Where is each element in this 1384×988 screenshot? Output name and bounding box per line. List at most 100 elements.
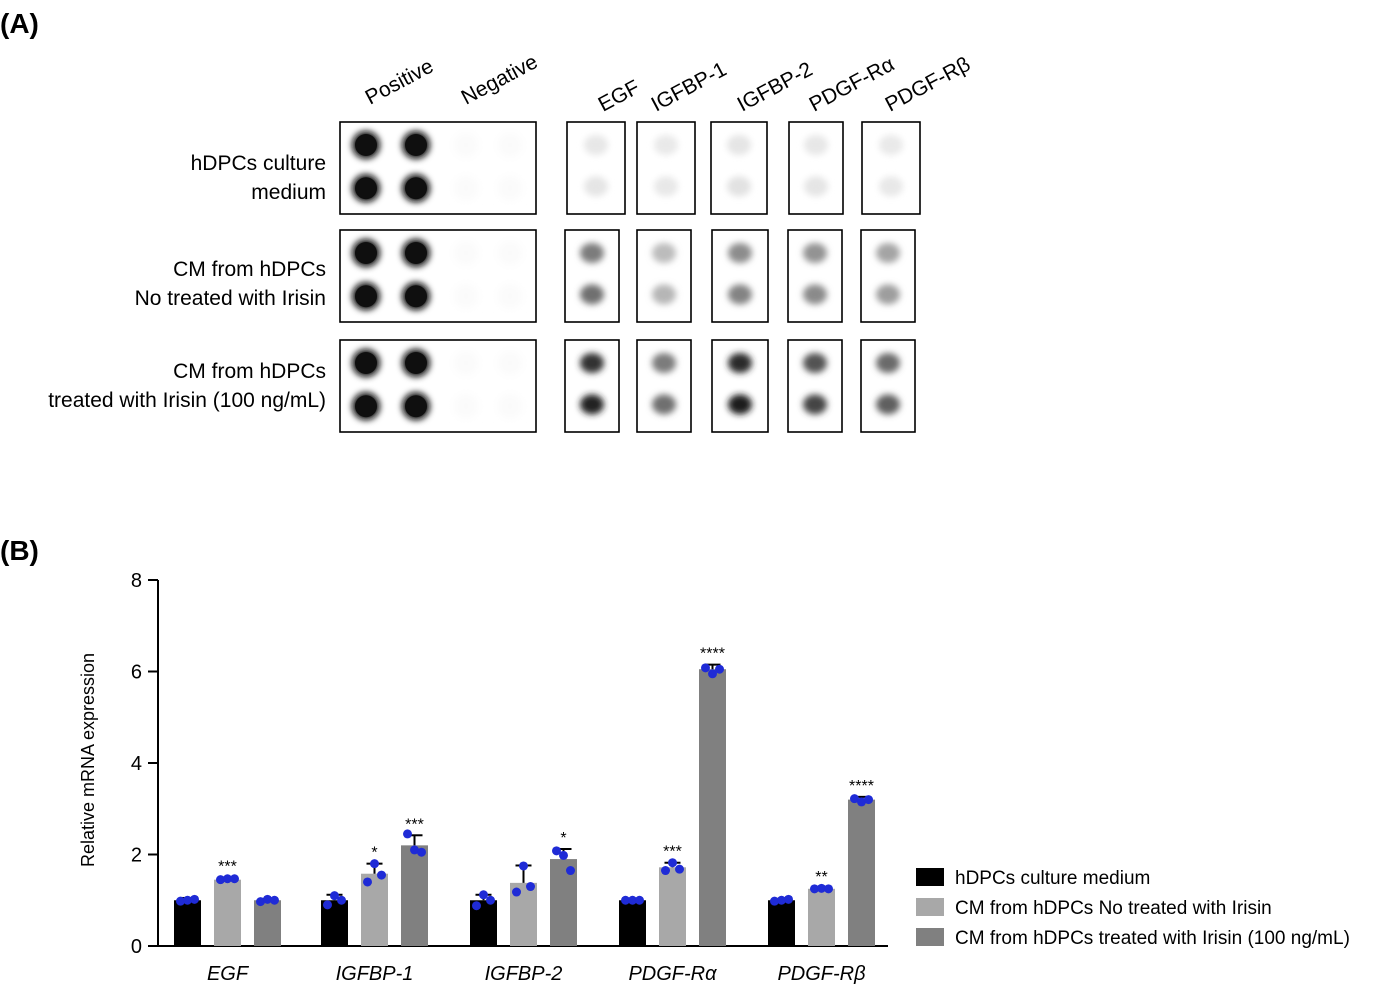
significance-s1-c1: *	[371, 845, 377, 862]
significance-s1-c3: ***	[663, 844, 682, 861]
row-0-label-line-1: medium	[251, 181, 326, 204]
point-s0-c0-1	[183, 895, 192, 905]
factor-dot-r1-3-1	[803, 284, 827, 305]
array-column-headers: Positive Negative EGF IGFBP-1 IGFBP-2PDGF-Rα…	[362, 50, 975, 116]
point-s0-c3-2	[635, 895, 644, 905]
point-s0-c3-1	[628, 895, 637, 905]
factor-dot-r1-3-0	[803, 243, 827, 263]
negative-dot-r1-1-0	[498, 241, 522, 265]
point-s1-c4-0	[810, 884, 819, 894]
point-s2-c0-0	[256, 897, 265, 907]
positive-dot-core-r1-1-0	[405, 242, 427, 264]
factor-dot-r2-0-0	[580, 353, 604, 373]
factor-header-2: IGFBP-2	[734, 58, 817, 117]
point-s2-c3-2	[715, 664, 724, 674]
factor-dot-r0-1-1	[654, 176, 678, 197]
negative-dot-r0-1-0	[498, 133, 522, 157]
point-s0-c4-0	[770, 896, 779, 906]
factor-dot-r0-4-0	[879, 135, 903, 155]
antibody-array-blots	[339, 121, 921, 433]
factor-dot-r1-0-0	[580, 243, 604, 263]
positive-dot-core-r1-0-1	[355, 285, 377, 308]
factor-header-0: EGF	[595, 76, 644, 117]
y-tick-label-4: 8	[131, 570, 142, 592]
array-row-labels: hDPCs culture medium CM from hDPCs No treat…	[48, 152, 326, 412]
bar-s2-c0	[254, 900, 281, 946]
factor-dot-r1-0-1	[580, 284, 604, 305]
point-s0-c2-1	[479, 890, 488, 900]
positive-dot-core-r2-0-1	[355, 395, 377, 418]
factor-dot-r1-4-0	[876, 243, 900, 263]
point-s1-c2-1	[519, 861, 528, 871]
point-s1-c0-1	[223, 874, 232, 884]
factor-dot-r1-1-0	[652, 243, 676, 263]
point-s2-c3-1	[708, 669, 717, 679]
significance-s2-c4: ****	[849, 778, 874, 795]
point-s0-c3-0	[621, 895, 630, 905]
x-tick-labels: EGF IGFBP-1 IGFBP-2 PDGF-Rα PDGF-Rβ	[207, 963, 866, 985]
point-s1-c1-2	[377, 870, 386, 880]
bar-s1-c3	[659, 867, 686, 946]
point-s1-c4-2	[824, 884, 833, 894]
point-s2-c0-2	[270, 895, 279, 905]
positive-dot-core-r2-1-0	[405, 352, 427, 374]
factor-dot-r1-2-0	[728, 243, 752, 263]
factor-dot-r2-4-1	[876, 394, 900, 415]
point-s2-c4-1	[857, 797, 866, 807]
positive-dot-core-r0-0-1	[355, 177, 377, 200]
significance-s2-c3: ****	[700, 646, 725, 663]
legend-label-1: CM from hDPCs No treated with Irisin	[955, 898, 1272, 919]
point-s1-c3-1	[668, 858, 677, 868]
x-label-1: IGFBP-1	[336, 963, 414, 985]
significance-s1-c0: ***	[218, 858, 237, 875]
factor-dot-r0-2-0	[727, 135, 751, 155]
point-s2-c1-0	[403, 829, 412, 839]
legend-swatch-0	[916, 868, 944, 886]
point-s0-c2-2	[486, 895, 495, 905]
y-axis-label: Relative mRNA expression	[78, 653, 98, 867]
point-s1-c2-0	[512, 887, 521, 897]
negative-dot-r1-0-0	[454, 241, 478, 265]
negative-dot-r1-0-1	[454, 284, 478, 309]
point-s2-c2-0	[552, 846, 561, 856]
factor-dot-r2-3-1	[803, 394, 827, 415]
array-row-0	[339, 121, 921, 215]
factor-dot-r0-2-1	[727, 176, 751, 197]
y-tick-label-0: 0	[131, 936, 142, 958]
factor-header-3: PDGF-Rα	[806, 53, 899, 117]
significance-s2-c1: ***	[405, 816, 424, 833]
point-s0-c1-1	[330, 891, 339, 901]
point-s0-c0-0	[176, 896, 185, 906]
positive-dot-core-r2-1-1	[405, 395, 427, 418]
negative-dot-r2-0-0	[454, 351, 478, 375]
point-s2-c3-0	[701, 663, 710, 673]
factor-dot-r0-4-1	[879, 176, 903, 197]
factor-dot-r2-2-0	[728, 353, 752, 373]
significance-s1-c4: **	[815, 869, 827, 886]
legend-swatch-2	[916, 928, 944, 946]
point-s2-c2-2	[566, 866, 575, 876]
bar-s2-c4	[848, 799, 875, 946]
factor-dot-r1-1-1	[652, 284, 676, 305]
negative-dot-r0-0-0	[454, 133, 478, 157]
point-s1-c2-2	[526, 882, 535, 892]
point-s2-c1-1	[410, 845, 419, 855]
factor-dot-r0-3-1	[804, 176, 828, 197]
legend-label-2: CM from hDPCs treated with Irisin (100 n…	[955, 928, 1350, 949]
y-tick-label-1: 2	[131, 845, 142, 867]
point-s1-c0-0	[216, 875, 225, 885]
factor-dot-r2-3-0	[803, 353, 827, 373]
positive-dot-core-r2-0-0	[355, 352, 377, 374]
factor-panel-r1-4	[860, 229, 916, 323]
factor-dot-r2-1-1	[652, 394, 676, 415]
chart-bars: *********************	[174, 646, 875, 946]
bar-s1-c4	[808, 888, 835, 946]
row-2-label-line-0: CM from hDPCs	[173, 360, 326, 383]
factor-dot-r0-0-0	[584, 135, 608, 155]
panel-a: (A) Positive Negative EGF IGFBP-1 IGFBP-2PDG…	[0, 8, 975, 433]
array-row-1	[339, 229, 916, 323]
significance-s2-c2: *	[560, 830, 566, 847]
control-header-0: Positive	[362, 55, 438, 110]
